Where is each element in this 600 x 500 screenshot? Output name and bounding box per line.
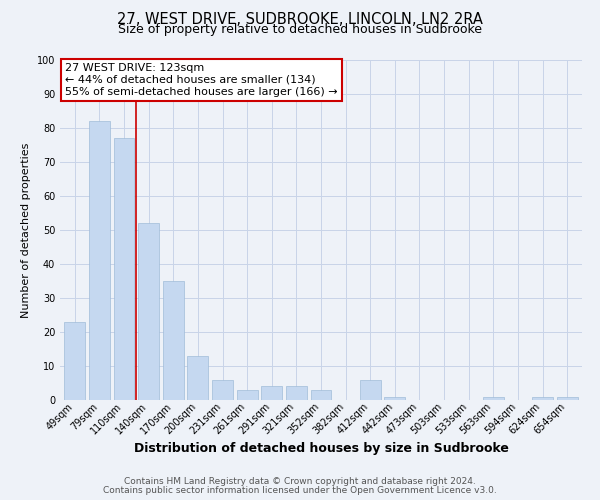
- Text: Contains public sector information licensed under the Open Government Licence v3: Contains public sector information licen…: [103, 486, 497, 495]
- Bar: [138, 223, 159, 400]
- Bar: [261, 386, 282, 400]
- Bar: [311, 390, 331, 400]
- Bar: [286, 386, 307, 400]
- Bar: [113, 138, 134, 400]
- Bar: [532, 396, 553, 400]
- Bar: [212, 380, 233, 400]
- Text: Size of property relative to detached houses in Sudbrooke: Size of property relative to detached ho…: [118, 22, 482, 36]
- Bar: [89, 121, 110, 400]
- Bar: [557, 396, 578, 400]
- Bar: [187, 356, 208, 400]
- Bar: [236, 390, 257, 400]
- Text: Contains HM Land Registry data © Crown copyright and database right 2024.: Contains HM Land Registry data © Crown c…: [124, 477, 476, 486]
- Bar: [64, 322, 85, 400]
- Text: 27, WEST DRIVE, SUDBROOKE, LINCOLN, LN2 2RA: 27, WEST DRIVE, SUDBROOKE, LINCOLN, LN2 …: [117, 12, 483, 28]
- Bar: [385, 396, 406, 400]
- Text: 27 WEST DRIVE: 123sqm
← 44% of detached houses are smaller (134)
55% of semi-det: 27 WEST DRIVE: 123sqm ← 44% of detached …: [65, 64, 338, 96]
- Y-axis label: Number of detached properties: Number of detached properties: [21, 142, 31, 318]
- X-axis label: Distribution of detached houses by size in Sudbrooke: Distribution of detached houses by size …: [134, 442, 508, 455]
- Bar: [360, 380, 381, 400]
- Bar: [163, 281, 184, 400]
- Bar: [483, 396, 504, 400]
